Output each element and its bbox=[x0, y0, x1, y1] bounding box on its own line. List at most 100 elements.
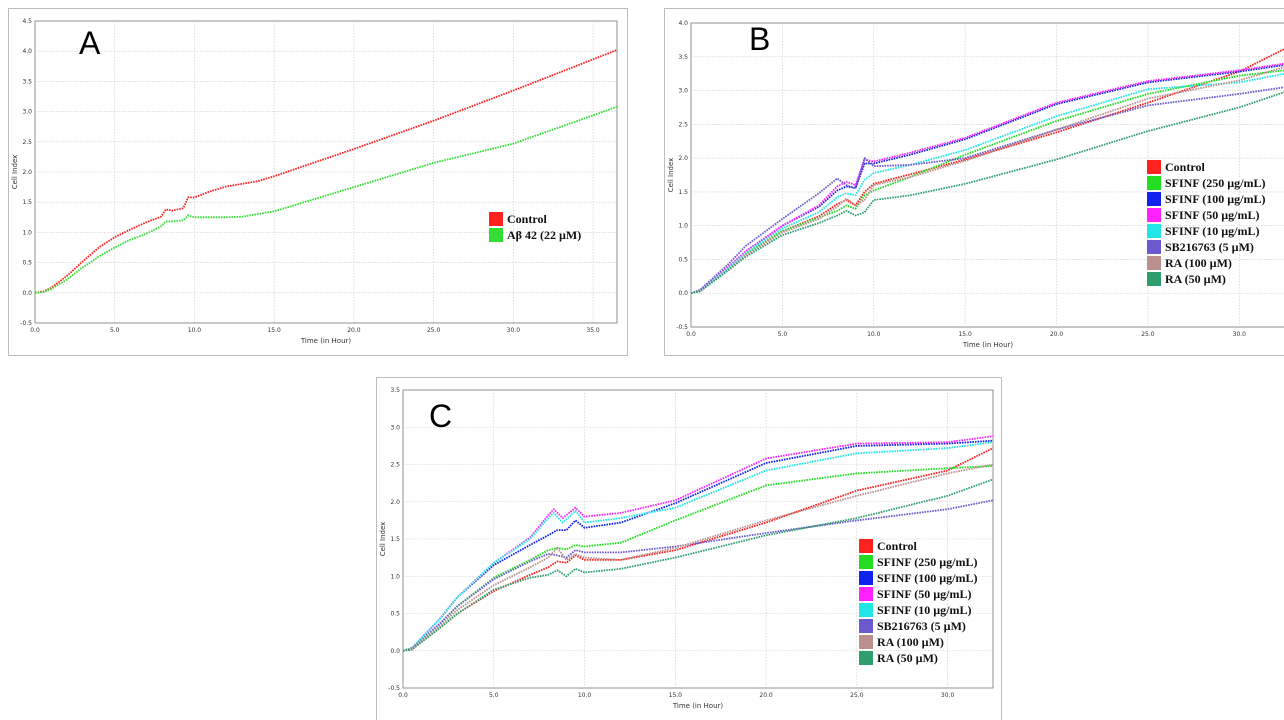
x-tick-label: 10.0 bbox=[578, 692, 592, 699]
y-tick-label: 0.0 bbox=[390, 648, 400, 655]
legend-item: SB216763 (5 µM) bbox=[1147, 239, 1265, 255]
legend-label: SFINF (10 µg/mL) bbox=[1165, 223, 1260, 238]
y-tick-label: 3.0 bbox=[22, 109, 32, 116]
y-axis-label: Cell Index bbox=[667, 158, 675, 193]
series-line-6 bbox=[402, 463, 994, 652]
x-tick-label: 25.0 bbox=[427, 327, 441, 334]
legend-label: RA (50 µM) bbox=[1165, 271, 1226, 286]
y-tick-label: 3.5 bbox=[390, 387, 400, 394]
chart-c: -0.50.00.51.01.52.02.53.03.50.0 5.0 10.0 15… bbox=[379, 387, 994, 710]
series-line-1 bbox=[34, 105, 618, 294]
y-tick-label: -0.5 bbox=[388, 685, 400, 692]
x-tick-label: 10.0 bbox=[188, 327, 202, 334]
x-tick-label: 5.0 bbox=[110, 327, 120, 334]
legend-label: SFINF (50 µg/mL) bbox=[877, 586, 972, 601]
legend-item: SFINF (250 µg/mL) bbox=[1147, 175, 1265, 191]
chart-a: -0.50.00.51.01.52.02.53.03.54.04.50.0 5.0… bbox=[11, 18, 618, 345]
legend-swatch bbox=[489, 228, 503, 242]
panel-letter-a: A bbox=[79, 25, 101, 61]
y-tick-label: 1.0 bbox=[22, 229, 32, 236]
legend-label: RA (100 µM) bbox=[1165, 255, 1232, 270]
y-tick-label: 3.0 bbox=[678, 88, 688, 95]
legend-swatch bbox=[1147, 208, 1161, 222]
x-tick-label: 0.0 bbox=[30, 327, 40, 334]
panel-letter-c: C bbox=[429, 398, 453, 434]
y-tick-label: 1.5 bbox=[22, 199, 32, 206]
x-tick-label: 30.0 bbox=[1233, 331, 1247, 338]
legend-item: Control bbox=[859, 538, 977, 554]
legend-label: Control bbox=[877, 538, 917, 553]
y-axis-label: Cell Index bbox=[379, 522, 387, 557]
series-line-2 bbox=[690, 64, 1284, 295]
legend-swatch bbox=[859, 539, 873, 553]
panel-letter-b: B bbox=[749, 21, 771, 57]
legend-swatch bbox=[859, 619, 873, 633]
y-tick-label: 0.5 bbox=[22, 260, 32, 267]
x-axis-label: Time (in Hour) bbox=[962, 341, 1014, 349]
x-tick-label: 20.0 bbox=[1050, 331, 1064, 338]
legend-item: SFINF (10 µg/mL) bbox=[859, 602, 977, 618]
legend-swatch bbox=[859, 651, 873, 665]
legend-label: SFINF (250 µg/mL) bbox=[877, 554, 978, 569]
y-tick-label: -0.5 bbox=[20, 320, 32, 327]
legend-label: Control bbox=[1165, 159, 1205, 174]
legend-item: RA (50 µM) bbox=[859, 650, 977, 666]
x-tick-label: 0.0 bbox=[398, 692, 408, 699]
legend-label: Control bbox=[507, 211, 547, 226]
x-tick-label: 25.0 bbox=[1141, 331, 1155, 338]
legend-item: SFINF (100 µg/mL) bbox=[1147, 191, 1265, 207]
legend-item: SFINF (250 µg/mL) bbox=[859, 554, 977, 570]
y-axis-label: Cell Index bbox=[11, 155, 19, 190]
y-tick-label: 3.0 bbox=[390, 424, 400, 431]
legend-swatch bbox=[1147, 160, 1161, 174]
x-tick-label: 15.0 bbox=[669, 692, 683, 699]
chart-b: -0.50.00.51.01.52.02.53.03.54.00.0 5.0 10.… bbox=[667, 20, 1284, 349]
y-tick-label: 2.5 bbox=[678, 121, 688, 128]
y-tick-label: 2.0 bbox=[390, 499, 400, 506]
y-tick-label: 1.0 bbox=[390, 573, 400, 580]
legend-label: SB216763 (5 µM) bbox=[877, 618, 966, 633]
y-tick-label: 2.0 bbox=[22, 169, 32, 176]
series-line-4 bbox=[690, 72, 1284, 295]
legend-swatch bbox=[1147, 256, 1161, 270]
legend-swatch bbox=[1147, 240, 1161, 254]
legend-label: SFINF (10 µg/mL) bbox=[877, 602, 972, 617]
panel-c: -0.5 0.0 0.5 1.0 1.5 2.0 2.5 3.0 3.5 0.0 5.0 10.0 15… bbox=[376, 377, 1002, 720]
series-line-5 bbox=[690, 86, 1284, 295]
series-line-5 bbox=[402, 499, 994, 652]
y-tick-label: -0.5 bbox=[676, 324, 688, 331]
x-tick-label: 10.0 bbox=[867, 331, 881, 338]
legend-swatch bbox=[859, 571, 873, 585]
legend-item: RA (100 µM) bbox=[1147, 255, 1265, 271]
x-axis-label: Time (in Hour) bbox=[300, 337, 352, 345]
legend-swatch bbox=[859, 555, 873, 569]
legend-swatch bbox=[1147, 192, 1161, 206]
x-tick-label: 35.0 bbox=[586, 327, 600, 334]
legend-label: SFINF (100 µg/mL) bbox=[877, 570, 978, 585]
x-tick-label: 20.0 bbox=[347, 327, 361, 334]
series-line-0 bbox=[402, 447, 994, 652]
legend-c: Control SFINF (250 µg/mL) SFINF (100 µg/mL… bbox=[859, 538, 977, 666]
plot-frame bbox=[690, 22, 1284, 328]
y-tick-label: 2.5 bbox=[390, 462, 400, 469]
y-tick-label: 3.5 bbox=[22, 78, 32, 85]
legend-item: RA (100 µM) bbox=[859, 634, 977, 650]
legend-a: Control Aβ 42 (22 µM) bbox=[489, 211, 581, 243]
y-tick-label: 1.0 bbox=[678, 223, 688, 230]
series-line-6 bbox=[690, 66, 1284, 295]
legend-label: SFINF (100 µg/mL) bbox=[1165, 191, 1266, 206]
x-tick-label: 5.0 bbox=[778, 331, 788, 338]
series-line-0 bbox=[34, 49, 618, 294]
legend-swatch bbox=[1147, 176, 1161, 190]
panel-b: -0.5 0.0 0.5 1.0 1.5 2.0 2.5 3.0 3.5 4.0 0.0 5.0 10.… bbox=[664, 8, 1284, 356]
y-tick-label: 2.0 bbox=[678, 155, 688, 162]
y-tick-label: 3.5 bbox=[678, 54, 688, 61]
legend-label: Aβ 42 (22 µM) bbox=[507, 227, 582, 242]
legend-swatch bbox=[489, 212, 503, 226]
panel-a: -0.5 0.0 0.5 1.0 1.5 2.0 2.5 3.0 3.5 4.0 4.5 0.0 5.0… bbox=[8, 8, 628, 356]
series-line-7 bbox=[690, 91, 1284, 295]
legend-swatch bbox=[859, 635, 873, 649]
legend-item: Control bbox=[489, 211, 581, 227]
x-tick-label: 5.0 bbox=[489, 692, 499, 699]
series-line-4 bbox=[402, 441, 994, 652]
